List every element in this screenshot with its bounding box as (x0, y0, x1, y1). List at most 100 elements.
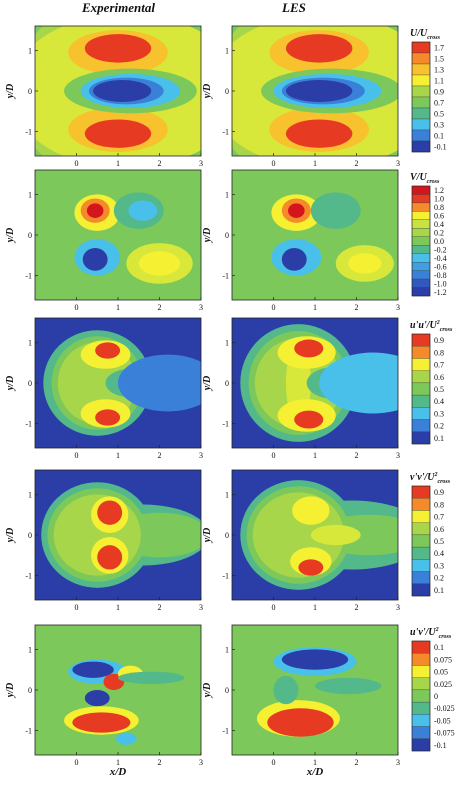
legend-label: 0.9 (434, 336, 444, 345)
panel-5-les: 0 1 2 3 1 0 -1 y/D x/D (202, 624, 400, 778)
legend-label: -0.4 (434, 254, 447, 263)
legend-frame (411, 485, 431, 597)
contour-region (294, 339, 324, 358)
panel-2-les: 0 1 2 3 1 0 -1 y/D (202, 169, 400, 312)
legend-swatch (411, 498, 431, 511)
legend-title: u'v'/U2cross (410, 627, 452, 640)
y-tick-label: -1 (222, 420, 229, 429)
x-tick-label: 0 (272, 303, 276, 312)
contour-region (86, 203, 104, 218)
contour-region (138, 251, 181, 276)
legend-label: 0.8 (434, 348, 444, 357)
legend-swatch (411, 689, 431, 703)
legend-label: -0.075 (434, 729, 455, 738)
legend-swatch (411, 74, 431, 87)
legend-label: 0.5 (434, 537, 444, 546)
legend-swatch (411, 370, 431, 384)
panel-2-experimental: 0 1 2 3 1 0 -1 y/D (5, 169, 203, 312)
legend-swatch (411, 270, 431, 280)
y-tick-label: 1 (225, 645, 229, 654)
y-axis-label: y/D (202, 376, 213, 391)
legend-title: u'u'/U2cross (410, 320, 453, 333)
contour-region (82, 248, 108, 271)
contour-region (298, 559, 324, 576)
y-tick-label: 0 (225, 686, 229, 695)
y-tick-label: 0 (28, 379, 32, 388)
x-tick-label: 0 (272, 603, 276, 612)
contour-region (115, 732, 137, 745)
x-tick-label: 1 (313, 758, 317, 767)
contour-region (288, 203, 305, 218)
contour-region (84, 34, 152, 63)
legend-label: -0.05 (434, 716, 451, 725)
legend-label: 0.6 (434, 212, 444, 221)
y-tick-label: -1 (25, 420, 32, 429)
panel-1-experimental: 0 1 2 3 1 0 -1 y/D (5, 25, 203, 168)
legend-label: 0.1 (434, 586, 444, 595)
legend-swatch (411, 107, 431, 120)
legend-label: 1.3 (434, 66, 444, 75)
legend-swatch (411, 85, 431, 98)
legend-swatch (411, 407, 431, 420)
legend-swatch (411, 194, 431, 204)
legend-swatch (411, 677, 431, 691)
x-tick-label: 0 (272, 451, 276, 460)
legend-swatch (411, 522, 431, 536)
contour-region (281, 248, 307, 271)
contour-layer (43, 330, 201, 436)
legend-label: 1.7 (434, 44, 444, 53)
x-axis-label: x/D (306, 766, 324, 778)
contour-region (128, 200, 158, 221)
contour-region (285, 119, 353, 148)
contour-region (95, 342, 121, 359)
y-tick-label: -1 (222, 572, 229, 581)
x-tick-label: 3 (396, 159, 400, 168)
legend-swatch (411, 236, 431, 246)
x-tick-label: 3 (199, 603, 203, 612)
x-tick-label: 1 (313, 603, 317, 612)
legend-label: 0.6 (434, 373, 444, 382)
panel-3-experimental: 0 1 2 3 1 0 -1 y/D (5, 317, 203, 460)
y-tick-label: 0 (28, 686, 32, 695)
contour-region (348, 253, 382, 274)
x-tick-label: 3 (396, 758, 400, 767)
contour-region (97, 545, 123, 570)
header-experimental: Experimental (82, 0, 155, 15)
y-axis-label: y/D (5, 683, 16, 698)
y-axis-label: y/D (202, 84, 213, 99)
legend-swatch (411, 253, 431, 263)
contour-region (72, 661, 114, 678)
x-tick-label: 2 (355, 451, 359, 460)
y-tick-label: -1 (25, 727, 32, 736)
contour-region (281, 649, 349, 670)
x-tick-label: 1 (116, 303, 120, 312)
legend-swatch (411, 546, 431, 560)
legend-swatch (411, 726, 431, 739)
x-tick-label: 0 (75, 159, 79, 168)
legend-title: V/Ucross (410, 172, 440, 185)
legend-swatch (411, 665, 431, 678)
legend-label: 1.5 (434, 55, 444, 64)
x-tick-label: 2 (355, 159, 359, 168)
x-tick-label: 0 (75, 303, 79, 312)
panel-3-les: 0 1 2 3 1 0 -1 y/D (202, 317, 400, 460)
legend-swatch (411, 63, 431, 76)
y-tick-label: -1 (222, 128, 229, 137)
y-tick-label: -1 (25, 572, 32, 581)
panel-4-experimental: 0 1 2 3 1 0 -1 y/D (5, 469, 203, 612)
x-tick-label: 0 (75, 451, 79, 460)
legend-label: -0.2 (434, 245, 447, 254)
contour-region (232, 625, 398, 755)
legend-label: -0.025 (434, 704, 455, 713)
legend-label: 0.7 (434, 99, 444, 108)
legend-label: 0.3 (434, 561, 444, 570)
legend-swatch (411, 653, 431, 666)
legend-swatch (411, 701, 431, 715)
contour-region (118, 354, 201, 412)
legend-label: 0.1 (434, 434, 444, 443)
legend-label: -0.1 (434, 143, 447, 152)
legend-label: 0.1 (434, 643, 444, 652)
legend-swatch (411, 287, 431, 297)
y-tick-label: 0 (225, 87, 229, 96)
